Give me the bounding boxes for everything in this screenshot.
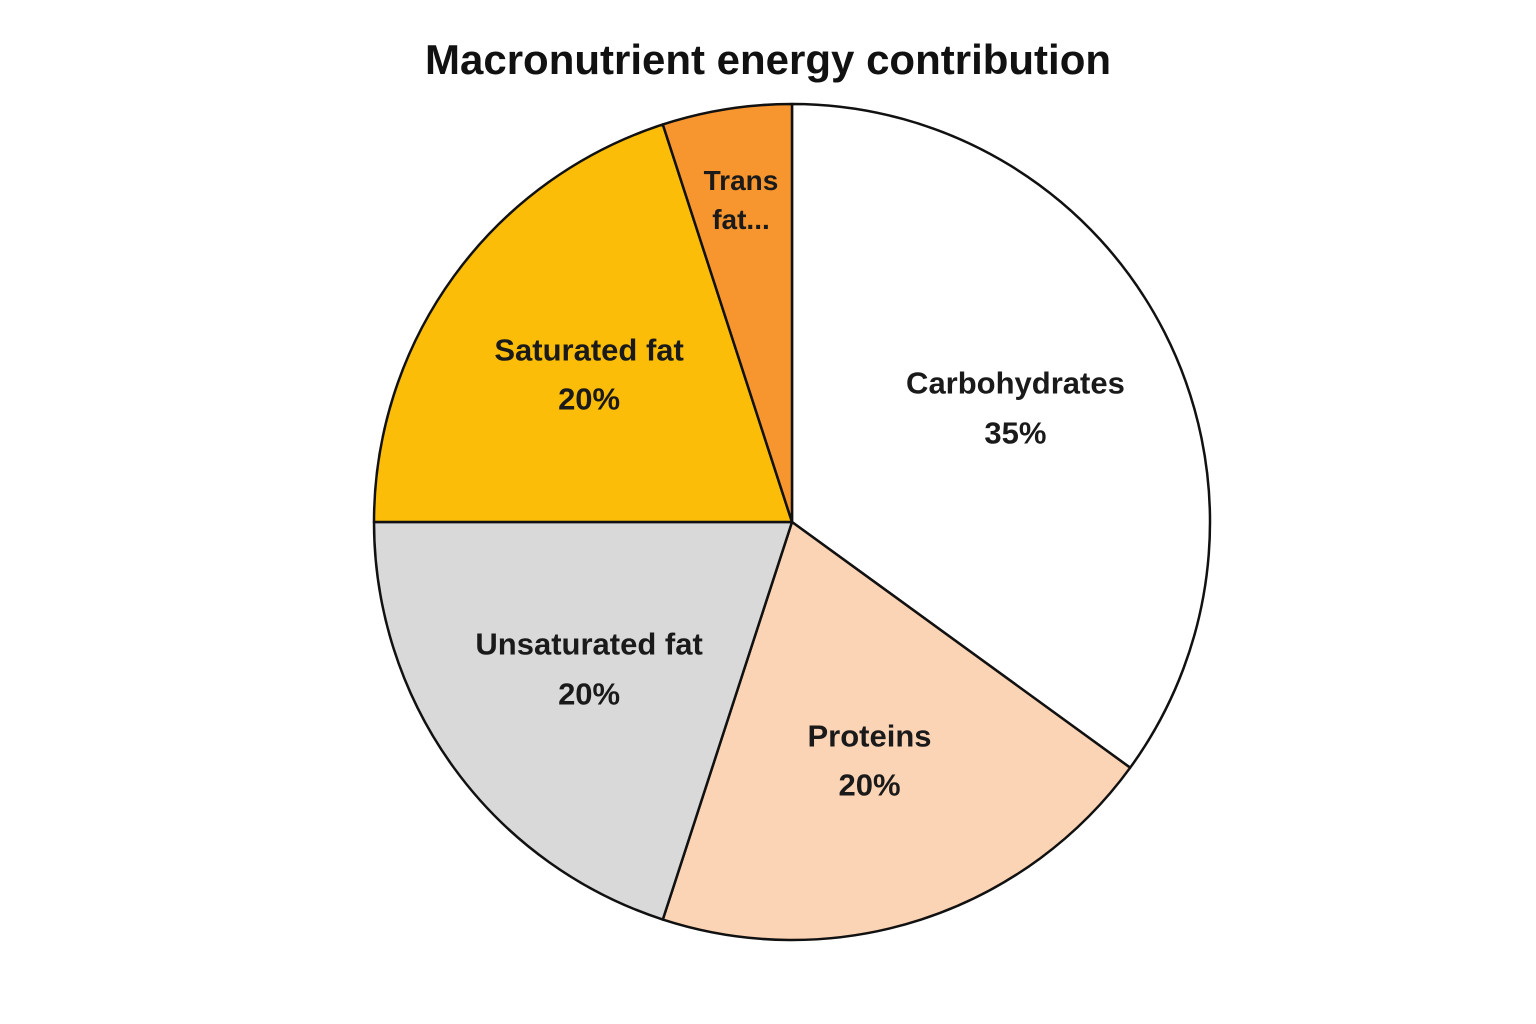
slice-name: Unsaturated fat: [475, 626, 703, 662]
slice-name: Carbohydrates: [906, 365, 1125, 401]
slice-value: 20%: [558, 381, 621, 417]
pie-slice: [372, 123, 794, 524]
slice-label: Carbohydrates 35%: [906, 359, 1125, 458]
pie-slice: [661, 102, 794, 524]
pie-slice: [372, 520, 794, 921]
pie-slice: [790, 102, 1212, 769]
slice-name: Proteins: [807, 717, 932, 753]
slice-value: 20%: [558, 676, 621, 712]
pie-slice: [661, 520, 1132, 942]
slice-value: 35%: [984, 415, 1047, 451]
slice-label: Saturated fat 20%: [494, 325, 683, 424]
chart-title: Macronutrient energy contribution: [424, 36, 1112, 83]
slice-label: Unsaturated fat 20%: [475, 620, 702, 719]
slice-label: Trans fat...: [696, 161, 786, 239]
slice-name: Saturated fat: [494, 331, 684, 367]
slice-name: Trans fat...: [703, 164, 779, 235]
slice-label: Proteins 20%: [807, 711, 931, 810]
slice-value: 20%: [838, 767, 901, 803]
